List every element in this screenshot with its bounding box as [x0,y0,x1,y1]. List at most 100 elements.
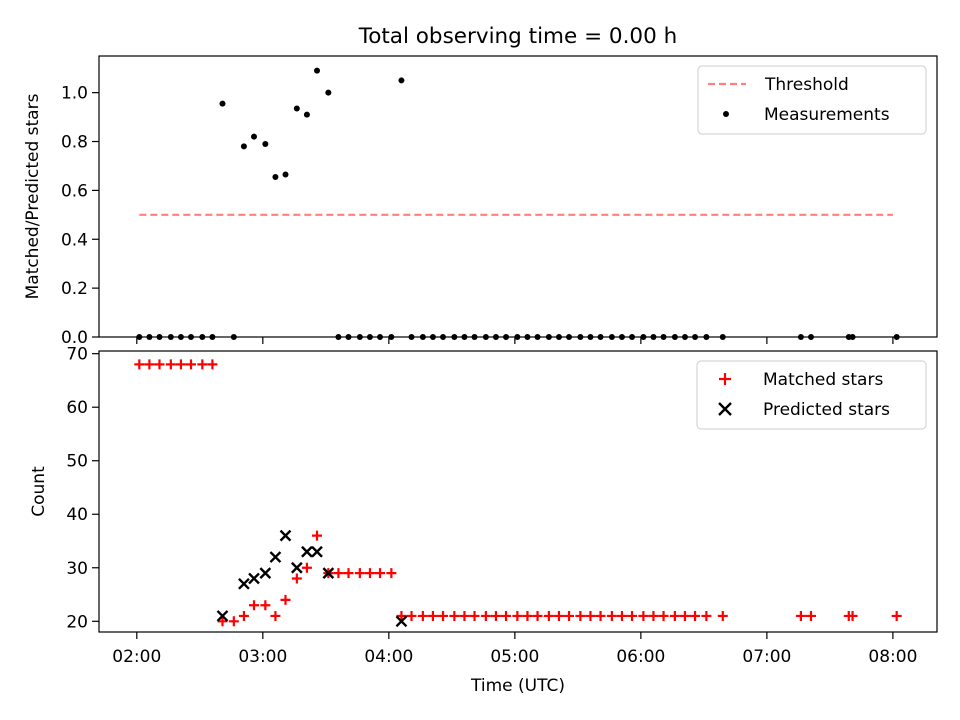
y-tick-label: 60 [66,398,88,418]
legend-predicted-swatch [718,402,732,416]
matched-star-point [248,600,259,611]
predicted-star-point [311,545,323,558]
legend-box [697,65,927,135]
matched-star-point [616,610,627,621]
legend-measurement-swatch [723,111,729,117]
x-tick-label: 07:00 [742,647,791,667]
legend: Matched stars Predicted stars [696,360,927,430]
matched-star-point [280,594,291,605]
matched-star-point [144,359,155,370]
measurement-point [262,140,269,147]
matched-star-point [134,359,145,370]
matched-star-point [553,610,564,621]
legend-box [696,360,927,430]
y-tick-label: 0.2 [61,279,88,299]
matched-star-point [847,610,858,621]
matched-star-point [669,610,680,621]
x-tick-label: 08:00 [868,647,917,667]
matched-star-point [532,610,543,621]
matched-star-point [333,568,344,579]
matched-star-point [480,610,491,621]
matched-star-point [501,610,512,621]
measurement-point [314,67,321,74]
y-tick-label: 20 [66,612,88,632]
x-tick-label: 02:00 [112,647,161,667]
y-tick-label: 40 [66,505,88,525]
matched-star-point [543,610,554,621]
matched-star-point [386,568,397,579]
y-tick-label: 30 [66,559,88,579]
legend-label: Predicted stars [763,400,890,420]
x-tick-label: 06:00 [616,647,665,667]
matched-star-point [795,610,806,621]
matched-star-point [165,359,176,370]
ratio-panel: 0.0 0.2 0.4 0.6 0.8 1.0 Matched/Predicted star… [23,55,938,348]
predicted-star-point [238,577,250,590]
figure-title: Total observing time = 0.00 h [358,24,678,49]
matched-star-point [375,568,386,579]
measurement-point [250,133,257,140]
predicted-star-point [259,567,272,579]
measurement-point [272,173,279,180]
predicted-star-point [322,567,335,579]
predicted-star-point [269,551,282,563]
matched-star-point [291,573,302,584]
legend-label: Measurements [764,105,890,125]
y-axis-label: Count [29,466,49,517]
predicted-star-point [301,545,313,558]
matched-star-point [648,610,659,621]
axes-frame [98,350,938,633]
y-tick-label: 0.6 [61,181,88,201]
matched-star-point [207,359,218,370]
count-panel: 20 30 40 50 60 70 02:00 03:00 04:00 05:00 06:00 07:… [29,345,938,696]
y-axis-label: Matched/Predicted stars [23,93,43,299]
legend-matched-swatch [719,373,731,385]
matched-star-point [185,359,196,370]
matched-star-point [658,610,669,621]
measurement-point [303,111,310,118]
legend-label: Matched stars [763,370,883,390]
matched-star-point [449,610,460,621]
y-tick-label: 0.4 [61,230,88,250]
matched-star-point [354,568,365,579]
legend-label: Threshold [764,75,849,95]
matched-star-point [217,616,228,627]
matched-star-point [238,610,249,621]
legend: Threshold Measurements [697,65,927,135]
x-tick-label: 04:00 [364,647,413,667]
y-tick-label: 1.0 [61,84,88,104]
matched-star-point [606,610,617,621]
measurement-point [282,171,289,178]
matched-star-point [717,610,728,621]
predicted-star-point [290,561,303,574]
matched-star-point [312,530,323,541]
matched-star-point [679,610,690,621]
y-tick-label: 0.0 [61,328,88,348]
matched-star-point [228,616,239,627]
matched-star-point [638,610,649,621]
matched-star-point [805,610,816,621]
matched-star-point [585,610,596,621]
matched-star-point [197,359,208,370]
matched-star-point [417,610,428,621]
predicted-star-point [279,529,292,542]
measurement-point [398,77,405,84]
matched-star-point [575,610,586,621]
matched-star-point [364,568,375,579]
matched-star-point [406,610,417,621]
matched-star-point [701,610,712,621]
plot-area [134,359,902,628]
matched-star-point [690,610,701,621]
y-tick-label: 50 [66,452,88,472]
y-tick-label: 0.8 [61,133,88,153]
matched-star-point [512,610,523,621]
measurement-point [219,100,226,107]
predicted-star-point [395,615,408,628]
matched-star-point [469,610,480,621]
matched-star-point [459,610,470,621]
matched-star-point [427,610,438,621]
matched-star-point [175,359,186,370]
matched-star-point [490,610,501,621]
measurement-point [293,105,300,112]
